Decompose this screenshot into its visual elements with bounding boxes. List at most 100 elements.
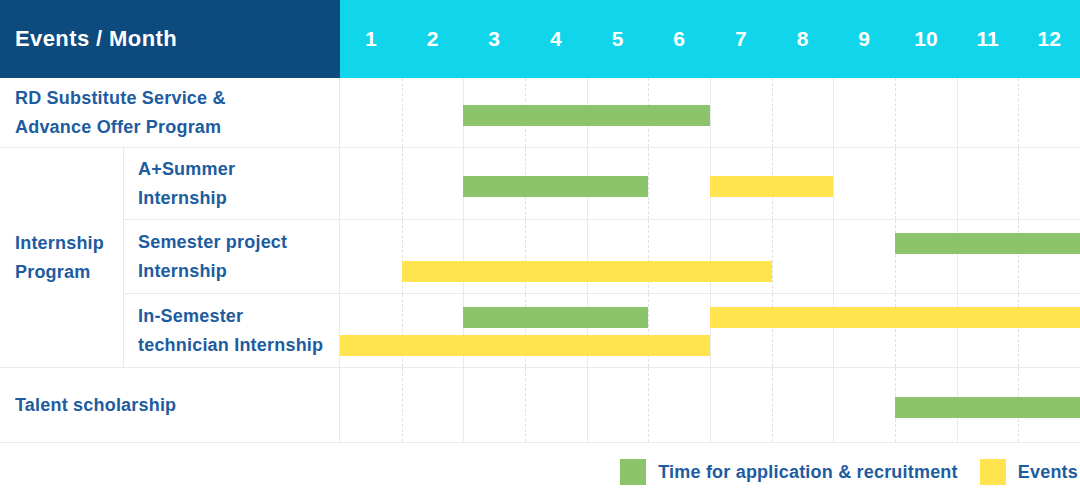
row-label-line: Semester project (138, 228, 339, 257)
events-swatch-icon (980, 459, 1006, 485)
month-gridline (402, 148, 403, 219)
row-semester-project: Semester project Internship (124, 220, 1080, 294)
month-gridline (402, 294, 403, 367)
gantt-bar-application (895, 397, 1080, 418)
month-gridline (587, 294, 588, 367)
gantt-bar-event (340, 335, 710, 356)
row-label-cell: In-Semester technician Internship (124, 294, 340, 367)
month-gridline (587, 368, 588, 442)
header-title: Events / Month (15, 26, 177, 52)
month-header-cell: 7 (710, 0, 772, 78)
month-gridline (833, 148, 834, 219)
month-header-cell: 3 (463, 0, 525, 78)
month-gridline (833, 78, 834, 147)
month-header-cell: 4 (525, 0, 587, 78)
month-gridline (648, 220, 649, 293)
month-header-cell: 6 (648, 0, 710, 78)
month-header-cell: 11 (957, 0, 1019, 78)
row-label-line: In-Semester (138, 302, 339, 331)
month-gridline (895, 220, 896, 293)
month-gridline (833, 294, 834, 367)
month-gridline (895, 294, 896, 367)
legend-label: Events (1018, 462, 1078, 483)
month-gridline (648, 294, 649, 367)
application-swatch-icon (620, 459, 646, 485)
row-label-line: Internship (138, 184, 339, 213)
month-gridline (772, 368, 773, 442)
gantt-bar-application (463, 105, 710, 126)
row-rd-substitute: RD Substitute Service & Advance Offer Pr… (0, 78, 1080, 148)
group-label-cell: Internship Program (0, 148, 124, 367)
month-header-cell: 10 (895, 0, 957, 78)
legend-item-application: Time for application & recruitment (620, 459, 958, 485)
month-gridline (833, 368, 834, 442)
month-gridline (710, 78, 711, 147)
row-label-line: technician Internship (138, 331, 339, 360)
timeline-rd-substitute (340, 78, 1080, 147)
month-gridline (1018, 148, 1019, 219)
month-gridline (772, 78, 773, 147)
month-header-strip: 123456789101112 (340, 0, 1080, 78)
month-gridline (402, 368, 403, 442)
month-gridline (648, 148, 649, 219)
row-label-line: Advance Offer Program (15, 113, 339, 142)
row-label-line: Talent scholarship (15, 391, 339, 420)
month-gridline (648, 368, 649, 442)
month-gridline (957, 294, 958, 367)
month-gridline (833, 220, 834, 293)
header-row: Events / Month 123456789101112 (0, 0, 1080, 78)
gantt-bar-event (710, 307, 1080, 328)
group-label-line: Internship (15, 229, 123, 258)
timeline-in-semester-technician (340, 294, 1080, 367)
timeline-a-plus-summer (340, 148, 1080, 219)
group-label-line: Program (15, 258, 123, 287)
month-gridline (463, 220, 464, 293)
month-gridline (1018, 220, 1019, 293)
month-header-cell: 5 (587, 0, 649, 78)
month-gridline (1018, 78, 1019, 147)
month-gridline (710, 368, 711, 442)
timeline-talent-scholarship (340, 368, 1080, 442)
row-a-plus-summer: A+Summer Internship (124, 148, 1080, 220)
row-label-line: RD Substitute Service & (15, 84, 339, 113)
row-label-line: A+Summer (138, 155, 339, 184)
month-header-cell: 2 (402, 0, 464, 78)
month-header-cell: 8 (772, 0, 834, 78)
row-in-semester-technician: In-Semester technician Internship (124, 294, 1080, 367)
month-gridline (772, 294, 773, 367)
internship-program-section: Internship Program A+Summer Internship S… (0, 148, 1080, 368)
row-label-cell: Semester project Internship (124, 220, 340, 293)
month-header-cell: 12 (1018, 0, 1080, 78)
month-gridline (895, 148, 896, 219)
row-label-cell: Talent scholarship (0, 368, 340, 442)
month-gridline (957, 148, 958, 219)
month-gridline (772, 220, 773, 293)
month-gridline (525, 368, 526, 442)
month-gridline (402, 78, 403, 147)
row-talent-scholarship: Talent scholarship (0, 368, 1080, 443)
legend-item-events: Events (980, 459, 1078, 485)
legend-label: Time for application & recruitment (658, 462, 958, 483)
gantt-bar-application (463, 307, 648, 328)
month-gridline (463, 368, 464, 442)
month-gridline (402, 220, 403, 293)
row-label-line: Internship (138, 257, 339, 286)
month-header-cell: 1 (340, 0, 402, 78)
month-gridline (710, 294, 711, 367)
row-label-cell: A+Summer Internship (124, 148, 340, 219)
gantt-bar-event (710, 176, 833, 197)
month-gridline (525, 220, 526, 293)
month-gridline (957, 220, 958, 293)
month-gridline (587, 220, 588, 293)
gantt-schedule-table: Events / Month 123456789101112 RD Substi… (0, 0, 1080, 494)
legend: Time for application & recruitment Event… (620, 459, 1078, 485)
month-gridline (957, 78, 958, 147)
month-gridline (1018, 294, 1019, 367)
internship-sub-rows: A+Summer Internship Semester project Int… (124, 148, 1080, 367)
gantt-bar-application (463, 176, 648, 197)
row-label-cell: RD Substitute Service & Advance Offer Pr… (0, 78, 340, 147)
header-title-cell: Events / Month (0, 0, 340, 78)
month-gridline (525, 294, 526, 367)
month-header-cell: 9 (833, 0, 895, 78)
month-gridline (710, 220, 711, 293)
